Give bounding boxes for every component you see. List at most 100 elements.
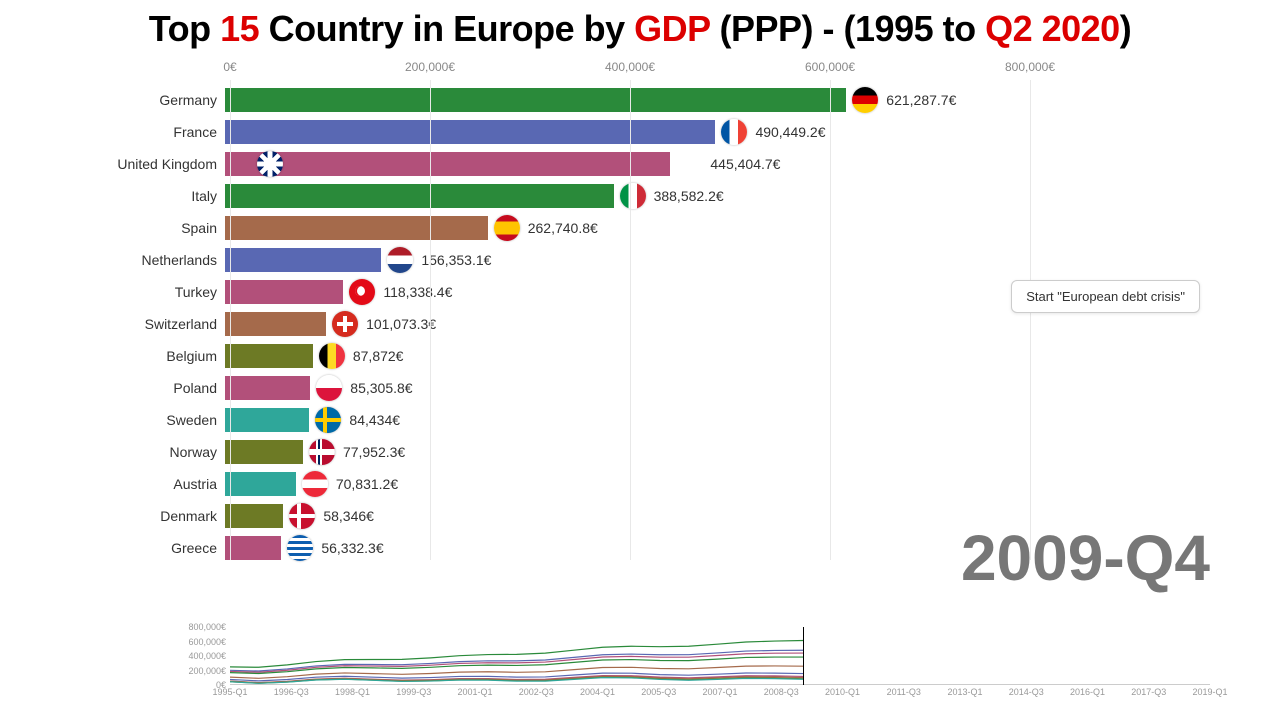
gridline	[630, 80, 631, 560]
bar-label: Netherlands	[60, 252, 225, 268]
bar-value: 445,404.7€	[710, 156, 780, 172]
timeline-y-tick: 800,000€	[188, 622, 226, 632]
bar-value: 58,346€	[323, 508, 374, 524]
bar-rect: 87,872€	[225, 344, 313, 368]
bar-chart: 0€200,000€400,000€600,000€800,000€ Germa…	[60, 60, 1220, 580]
bar-rect: 56,332.3€	[225, 536, 281, 560]
x-tick-label: 400,000€	[605, 60, 655, 74]
flag-icon	[289, 503, 315, 529]
bar-value: 56,332.3€	[321, 540, 383, 556]
timeline-x-tick: 2007-Q1	[702, 687, 737, 697]
bar-row: Spain262,740.8€	[60, 212, 1220, 244]
bar-value: 490,449.2€	[755, 124, 825, 140]
bar-label: Greece	[60, 540, 225, 556]
x-tick-label: 600,000€	[805, 60, 855, 74]
flag-icon	[620, 183, 646, 209]
bar-label: Turkey	[60, 284, 225, 300]
timeline-y-tick: 600,000€	[188, 637, 226, 647]
bar-rect: 85,305.8€	[225, 376, 310, 400]
timeline-x-tick: 2017-Q3	[1131, 687, 1166, 697]
timeline-x-tick: 1998-Q1	[335, 687, 370, 697]
bar-label: Austria	[60, 476, 225, 492]
timeline-y-tick: 400,000€	[188, 651, 226, 661]
timeline-x-tick: 2001-Q1	[457, 687, 492, 697]
annotation-callout: Start "European debt crisis"	[1011, 280, 1200, 313]
bar-row: Italy388,582.2€	[60, 180, 1220, 212]
bar-value: 70,831.2€	[336, 476, 398, 492]
bar-row: Netherlands 156,353.1€	[60, 244, 1220, 276]
timeline-y-tick: 200,000€	[188, 666, 226, 676]
bar-row: Germany621,287.7€	[60, 84, 1220, 116]
flag-icon	[315, 407, 341, 433]
timeline-x-tick: 1995-Q1	[212, 687, 247, 697]
gridline	[830, 80, 831, 560]
timeline-x-tick: 2008-Q3	[764, 687, 799, 697]
gridline	[230, 80, 231, 560]
bar-value: 118,338.4€	[383, 284, 452, 300]
bar-rect: 490,449.2€	[225, 120, 715, 144]
bar-label: Denmark	[60, 508, 225, 524]
x-axis: 0€200,000€400,000€600,000€800,000€	[230, 60, 1030, 80]
timeline-x-tick: 1996-Q3	[274, 687, 309, 697]
page-title: Top 15 Country in Europe by GDP (PPP) - …	[0, 0, 1280, 56]
bar-row: Norway77,952.3€	[60, 436, 1220, 468]
bar-value: 156,353.1€	[421, 252, 491, 268]
bars-container: Germany621,287.7€France490,449.2€United …	[60, 84, 1220, 564]
flag-icon	[494, 215, 520, 241]
bar-row: Belgium87,872€	[60, 340, 1220, 372]
bar-value: 621,287.7€	[886, 92, 956, 108]
bar-rect: 77,952.3€	[225, 440, 303, 464]
timeline-x-tick: 2002-Q3	[519, 687, 554, 697]
flag-icon	[349, 279, 375, 305]
flag-icon	[721, 119, 747, 145]
bar-label: Poland	[60, 380, 225, 396]
timeline-x-tick: 2016-Q1	[1070, 687, 1105, 697]
timeline-lines	[230, 627, 1210, 685]
timeline-x-tick: 2004-Q1	[580, 687, 615, 697]
gridline	[430, 80, 431, 560]
bar-label: Switzerland	[60, 316, 225, 332]
bar-label: Spain	[60, 220, 225, 236]
bar-label: Norway	[60, 444, 225, 460]
timeline-x-tick: 2014-Q3	[1009, 687, 1044, 697]
bar-label: Belgium	[60, 348, 225, 364]
bar-rect: 118,338.4€	[225, 280, 343, 304]
bar-row: France490,449.2€	[60, 116, 1220, 148]
timeline-x-tick: 2019-Q1	[1192, 687, 1227, 697]
bar-rect: 101,073.3€	[225, 312, 326, 336]
bar-row: Austria 70,831.2€	[60, 468, 1220, 500]
flag-icon	[852, 87, 878, 113]
flag-icon	[309, 439, 335, 465]
bar-value: 388,582.2€	[654, 188, 724, 204]
timeline-chart: 800,000€600,000€400,000€200,000€0€1995-Q…	[230, 627, 1210, 702]
bar-rect: 445,404.7€	[225, 152, 670, 176]
bar-row: Poland85,305.8€	[60, 372, 1220, 404]
bar-value: 262,740.8€	[528, 220, 598, 236]
flag-icon	[257, 151, 283, 177]
bar-label: Sweden	[60, 412, 225, 428]
timeline-playhead	[803, 627, 804, 685]
current-period-label: 2009-Q4	[961, 521, 1210, 595]
bar-value: 84,434€	[349, 412, 400, 428]
flag-icon	[319, 343, 345, 369]
bar-rect: 621,287.7€	[225, 88, 846, 112]
flag-icon	[316, 375, 342, 401]
bar-rect: 84,434€	[225, 408, 309, 432]
timeline-x-tick: 2013-Q1	[947, 687, 982, 697]
bar-label: Germany	[60, 92, 225, 108]
flag-icon	[387, 247, 413, 273]
bar-label: United Kingdom	[60, 156, 225, 172]
flag-icon	[332, 311, 358, 337]
gridline	[1030, 80, 1031, 560]
bar-label: Italy	[60, 188, 225, 204]
flag-icon	[302, 471, 328, 497]
bar-row: Sweden84,434€	[60, 404, 1220, 436]
timeline-svg	[230, 627, 1210, 684]
x-tick-label: 200,000€	[405, 60, 455, 74]
timeline-x-tick: 1999-Q3	[396, 687, 431, 697]
bar-rect: 262,740.8€	[225, 216, 488, 240]
bar-rect: 388,582.2€	[225, 184, 614, 208]
bar-value: 101,073.3€	[366, 316, 436, 332]
timeline-x-tick: 2010-Q1	[825, 687, 860, 697]
bar-rect: 58,346€	[225, 504, 283, 528]
